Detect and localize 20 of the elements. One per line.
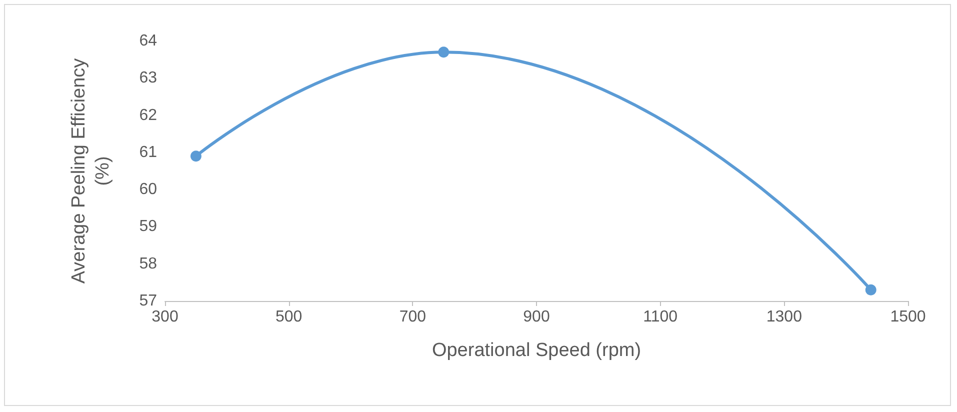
- x-axis-title: Operational Speed (rpm): [432, 340, 642, 361]
- x-tick-label: 900: [523, 308, 550, 326]
- y-tick-label: 59: [139, 218, 158, 236]
- y-tick-label: 64: [139, 32, 158, 50]
- point: [190, 150, 202, 162]
- x-tick-label: 700: [399, 308, 426, 326]
- y-axis-title: Average Peeling Efficiency (%): [68, 58, 114, 284]
- y-tick-label: 57: [139, 292, 158, 310]
- y-tick-label: 61: [139, 144, 158, 161]
- y-tick-label: 60: [139, 181, 158, 198]
- x-tick-label: 1300: [766, 308, 802, 326]
- point: [438, 46, 450, 58]
- x-tick-label: 300: [152, 308, 178, 326]
- y-tick-label: 62: [139, 106, 158, 124]
- y-tick-label: 58: [139, 255, 158, 272]
- point: [865, 284, 876, 296]
- x-tick-label: 500: [275, 308, 302, 326]
- x-tick-label: 1100: [643, 308, 678, 326]
- x-tick-label: 1500: [890, 308, 926, 326]
- y-tick-label: 63: [139, 70, 158, 87]
